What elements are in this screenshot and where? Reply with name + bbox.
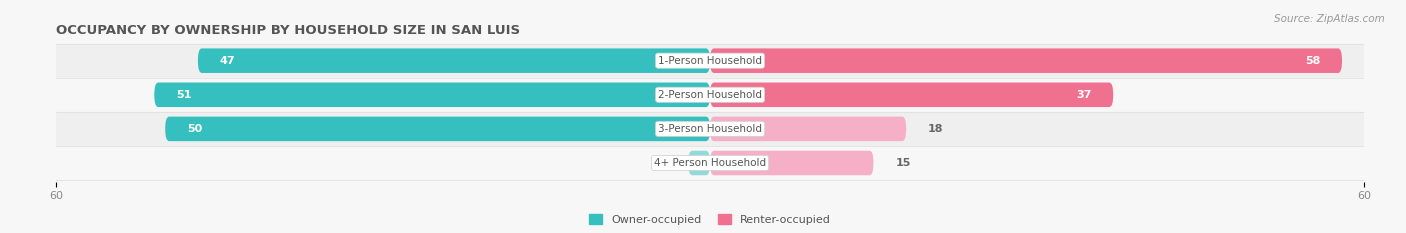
Text: 50: 50 [187, 124, 202, 134]
FancyBboxPatch shape [689, 151, 710, 175]
FancyBboxPatch shape [56, 112, 1364, 146]
Text: 3-Person Household: 3-Person Household [658, 124, 762, 134]
FancyBboxPatch shape [155, 82, 710, 107]
Text: Source: ZipAtlas.com: Source: ZipAtlas.com [1274, 14, 1385, 24]
FancyBboxPatch shape [166, 116, 710, 141]
FancyBboxPatch shape [710, 48, 1343, 73]
FancyBboxPatch shape [56, 44, 1364, 78]
FancyBboxPatch shape [56, 78, 1364, 112]
Text: 4+ Person Household: 4+ Person Household [654, 158, 766, 168]
Text: 0: 0 [669, 158, 678, 168]
Text: 2-Person Household: 2-Person Household [658, 90, 762, 100]
Text: 51: 51 [176, 90, 191, 100]
FancyBboxPatch shape [56, 146, 1364, 180]
FancyBboxPatch shape [710, 151, 873, 175]
FancyBboxPatch shape [710, 116, 905, 141]
FancyBboxPatch shape [198, 48, 710, 73]
FancyBboxPatch shape [710, 82, 1114, 107]
Legend: Owner-occupied, Renter-occupied: Owner-occupied, Renter-occupied [585, 210, 835, 229]
Text: 18: 18 [928, 124, 943, 134]
Text: 15: 15 [896, 158, 911, 168]
Text: 1-Person Household: 1-Person Household [658, 56, 762, 66]
Text: 47: 47 [219, 56, 235, 66]
Text: 37: 37 [1076, 90, 1091, 100]
Text: OCCUPANCY BY OWNERSHIP BY HOUSEHOLD SIZE IN SAN LUIS: OCCUPANCY BY OWNERSHIP BY HOUSEHOLD SIZE… [56, 24, 520, 37]
Text: 58: 58 [1305, 56, 1320, 66]
